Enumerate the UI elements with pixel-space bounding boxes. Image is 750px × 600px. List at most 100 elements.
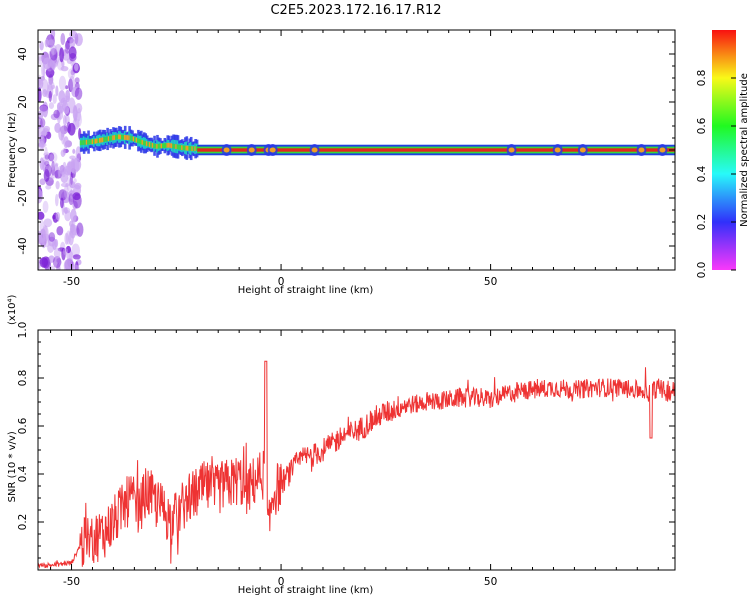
tone-core (103, 137, 106, 142)
noise-mark (56, 262, 61, 270)
noise-mark (58, 105, 64, 114)
tone-core (115, 134, 118, 140)
tone-core (182, 145, 186, 151)
noise-mark (52, 162, 59, 167)
noise-mark (66, 121, 71, 134)
noise-mark (60, 149, 66, 158)
y-tick-label: -40 (17, 237, 29, 254)
noise-mark (68, 251, 74, 263)
tone-core (181, 145, 184, 151)
tone-core (119, 134, 123, 140)
y-axis-label: SNR (10 * v/v) (7, 431, 18, 502)
tone-core (91, 139, 95, 145)
noise-mark (54, 239, 59, 248)
tone-core (188, 145, 192, 151)
tone-core (82, 140, 86, 145)
noise-mark (76, 222, 84, 237)
noise-mark (58, 126, 65, 141)
tone-blob-core (659, 147, 666, 153)
tone-core (97, 138, 101, 144)
tone-core (176, 144, 180, 150)
y-tick-label: -20 (17, 189, 29, 206)
noise-mark (61, 247, 66, 261)
noise-mark (44, 38, 49, 48)
tone-core (172, 143, 175, 149)
noise-mark (70, 264, 80, 270)
tone-blob-core (248, 147, 255, 153)
noise-mark (46, 154, 55, 162)
tone-core (106, 136, 109, 142)
tone-core (169, 143, 172, 148)
tone-core (150, 142, 153, 148)
noise-mark (44, 160, 50, 167)
tone-core (142, 140, 146, 146)
x-tick-label: -50 (63, 576, 80, 588)
colorbar-tick-label: 0.8 (696, 70, 708, 87)
noise-mark (40, 130, 48, 136)
noise-mark (54, 193, 59, 207)
noise-mark (56, 58, 65, 71)
noise-mark (66, 176, 74, 192)
noise-mark (48, 232, 56, 242)
noise-mark (53, 109, 60, 119)
tone-core (167, 142, 171, 148)
noise-mark (59, 165, 67, 175)
tone-core (140, 139, 143, 145)
tone-core (87, 139, 90, 145)
noise-mark (38, 110, 44, 120)
noise-mark (74, 63, 79, 72)
noise-mark (72, 254, 81, 260)
noise-mark (62, 114, 67, 126)
noise-mark (38, 74, 42, 87)
noise-mark (38, 52, 43, 66)
noise-mark (39, 41, 44, 51)
steady-tone-core (197, 148, 675, 152)
tone-core (113, 135, 117, 140)
y-tick-label: 0.8 (17, 370, 29, 387)
noise-mark (52, 255, 62, 269)
y-tick-label: 40 (17, 47, 29, 60)
tone-core (104, 136, 108, 142)
noise-mark (75, 146, 82, 161)
tone-core (189, 146, 193, 151)
noise-mark (51, 160, 55, 176)
x-tick-label: -50 (63, 276, 80, 288)
tone-core (109, 136, 112, 141)
noise-mark (49, 152, 58, 163)
noise-mark (63, 259, 71, 270)
noise-mark (38, 211, 45, 220)
noise-mark (77, 107, 82, 122)
tone-core (118, 134, 121, 140)
noise-mark (74, 87, 83, 100)
tone-core (154, 143, 158, 149)
noise-mark (69, 171, 74, 185)
figure-title: C2E5.2023.172.16.17.R12 (270, 3, 441, 18)
noise-mark (52, 94, 57, 104)
snr-series-line (38, 360, 675, 569)
noise-mark (40, 62, 46, 78)
noise-mark (60, 65, 69, 72)
noise-mark (39, 104, 48, 112)
noise-mark (59, 197, 64, 209)
tone-core (94, 138, 98, 144)
noise-mark (42, 225, 49, 242)
x-tick-label: 0 (278, 576, 285, 588)
noise-mark (58, 75, 67, 91)
colorbar-tick-label: 0.4 (696, 165, 708, 182)
noise-mark (48, 175, 54, 181)
noise-mark (53, 247, 61, 259)
tone-core (131, 136, 134, 141)
noise-mark (55, 212, 61, 221)
x-axis-label: Height of straight line (km) (238, 285, 374, 296)
y-tick-label: 1.0 (17, 322, 29, 339)
tone-core (163, 143, 167, 149)
noise-mark (55, 85, 59, 97)
colorbar-tick-label: 0.0 (696, 262, 708, 279)
tone-core (147, 141, 150, 147)
tone-core (191, 146, 194, 152)
noise-mark (38, 77, 44, 90)
noise-mark (42, 89, 48, 97)
noise-mark (69, 155, 76, 160)
x-tick-label: 0 (278, 276, 285, 288)
tone-blob-core (269, 147, 276, 153)
